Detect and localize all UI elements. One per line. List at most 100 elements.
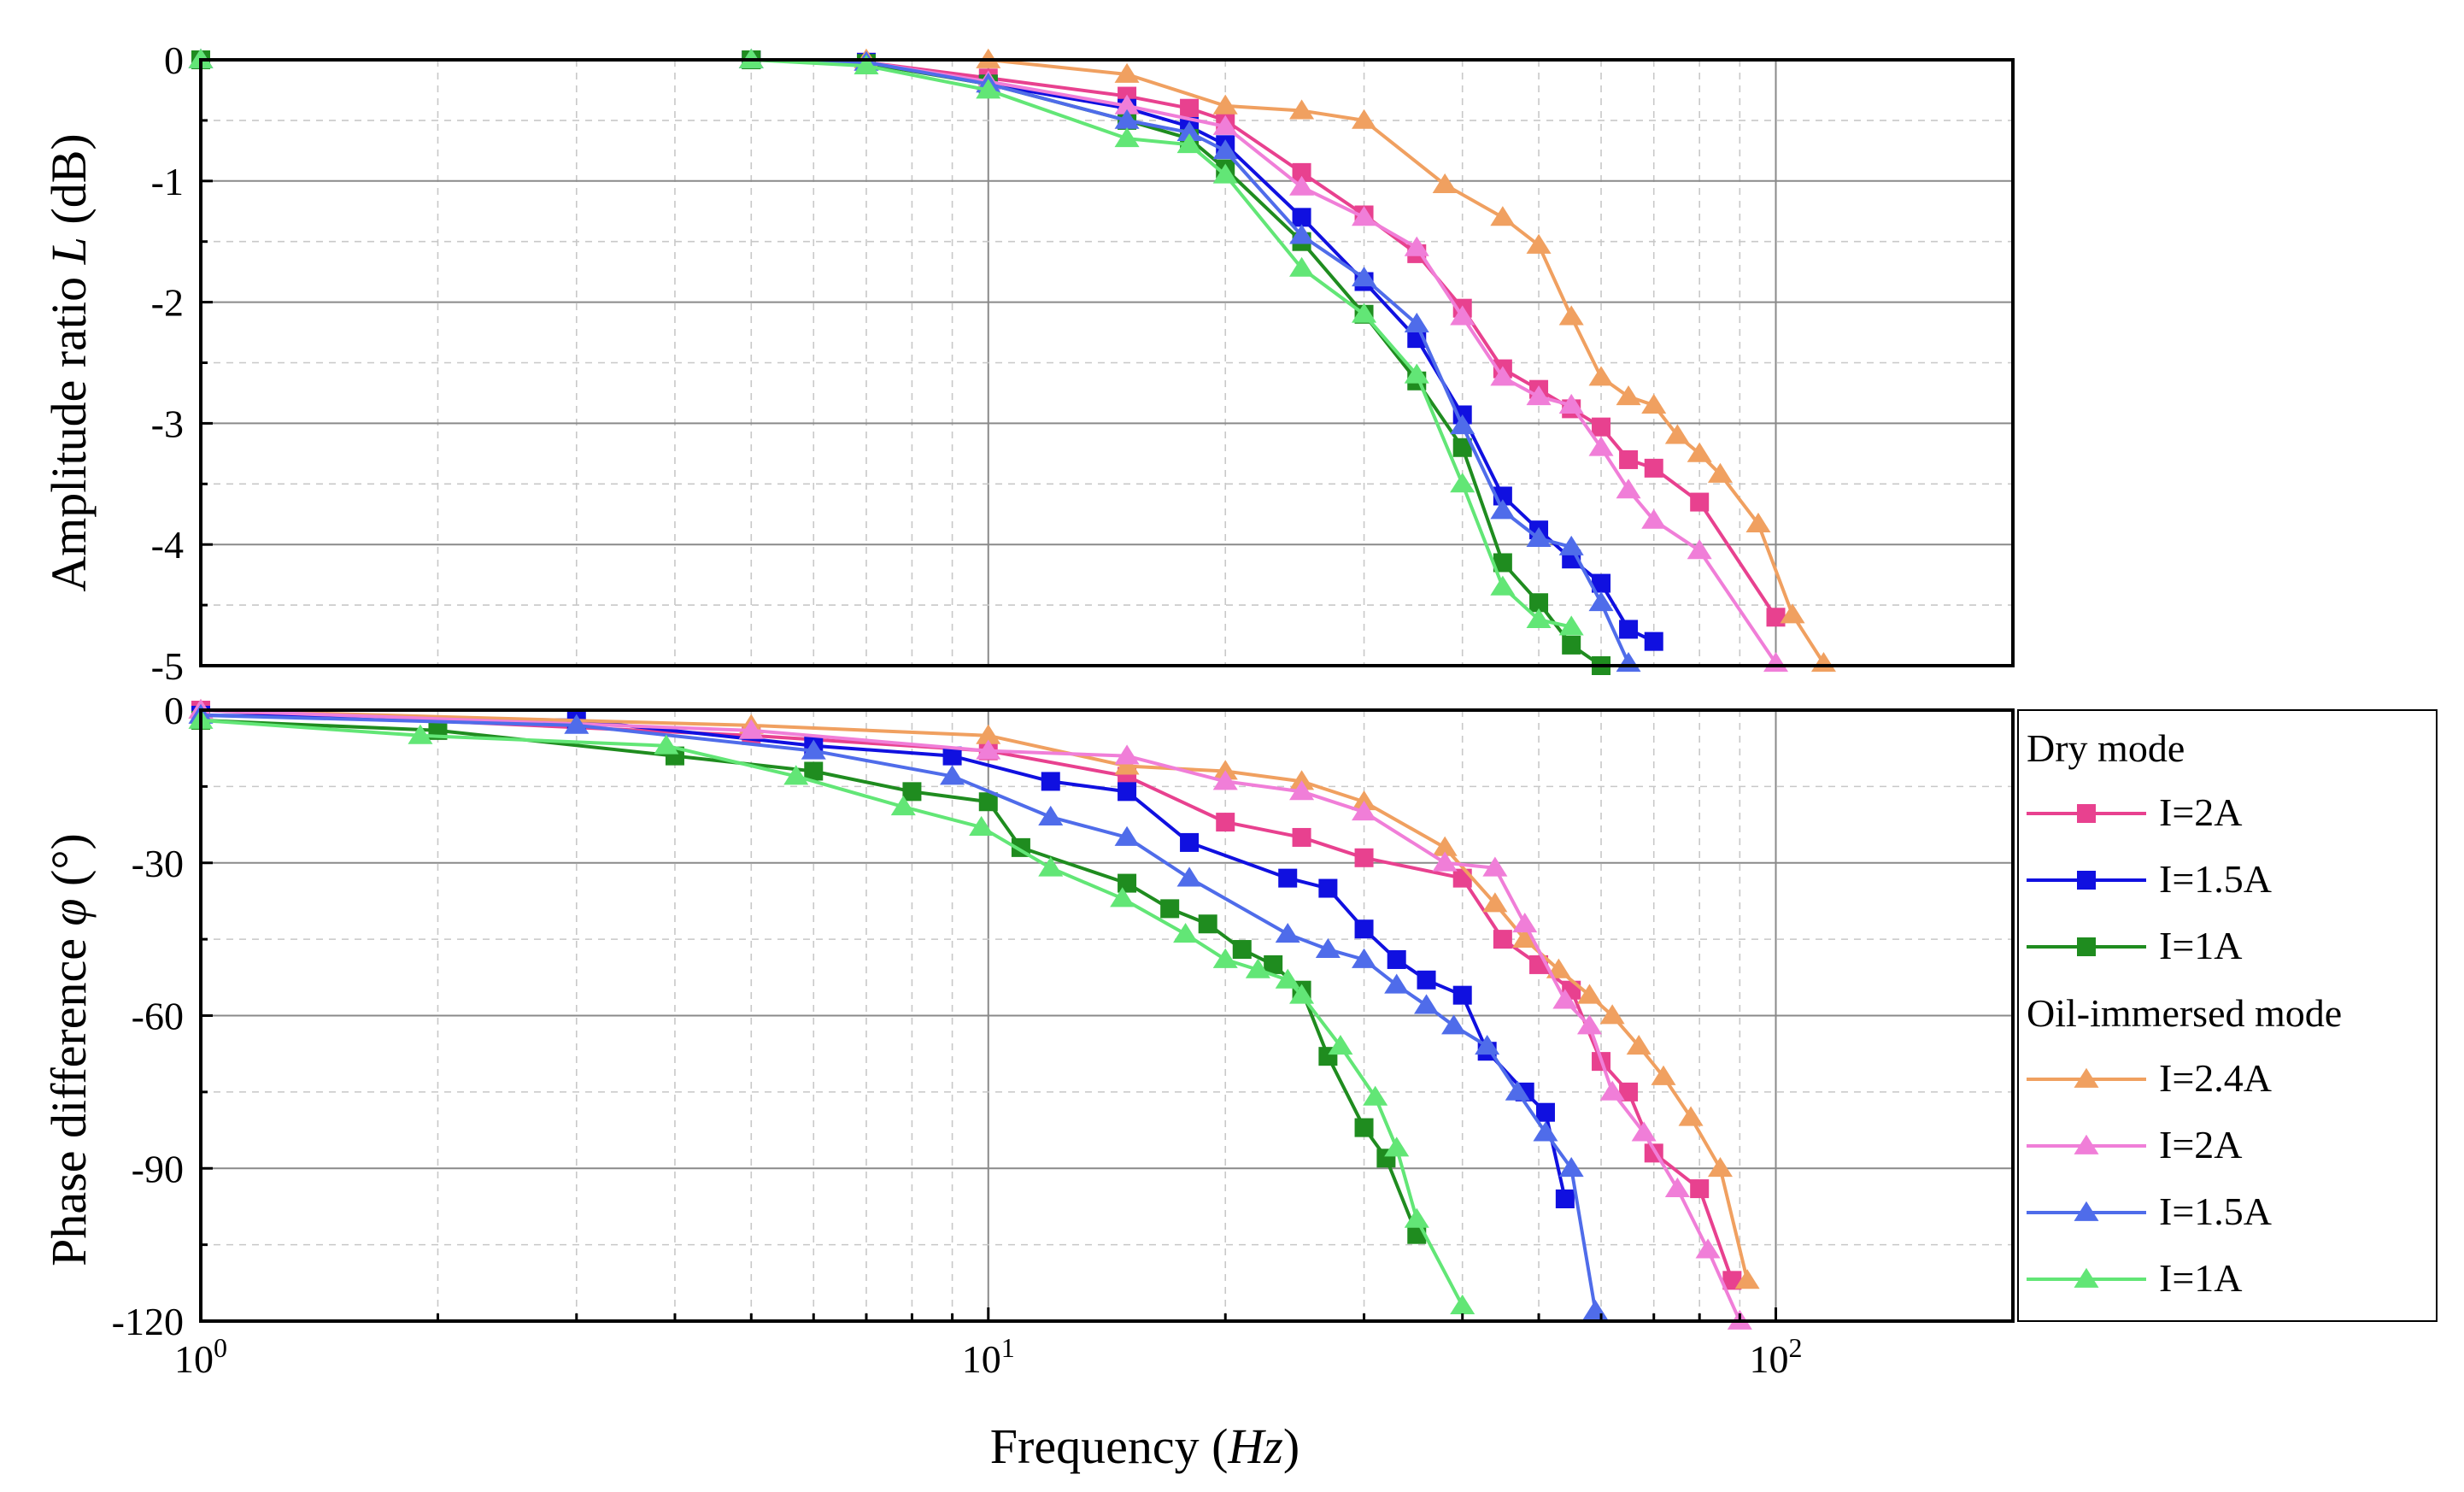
triangle-marker	[1289, 224, 1315, 244]
square-marker	[1452, 985, 1472, 1005]
square-marker	[1354, 919, 1374, 939]
phase-series-5	[188, 703, 1608, 1319]
triangle-marker	[1432, 173, 1458, 193]
triangle-marker	[1289, 175, 1315, 196]
y-tick-label: -2	[151, 281, 184, 325]
triangle-marker	[1588, 366, 1614, 386]
series-line	[201, 58, 1630, 664]
phase-series-layer	[188, 698, 1760, 1330]
triangle-marker	[1432, 836, 1458, 856]
triangle-marker	[1450, 414, 1475, 435]
series-line	[200, 718, 1419, 1236]
square-marker	[1452, 438, 1472, 457]
triangle-marker	[408, 724, 433, 744]
series-line	[201, 58, 1572, 629]
triangle-marker	[1687, 442, 1712, 462]
legend-item: I=2A	[2027, 1123, 2242, 1166]
phase-series-0	[191, 701, 1742, 1290]
triangle-marker	[1289, 780, 1315, 801]
amplitude-grid	[201, 60, 2014, 666]
triangle-marker	[1490, 206, 1516, 226]
triangle-marker	[1641, 393, 1667, 414]
triangle-marker	[1475, 1035, 1500, 1055]
y-tick-label: -90	[132, 1147, 184, 1190]
triangle-marker	[1114, 62, 1140, 83]
y-tick-label: -4	[151, 523, 184, 567]
y-tick-label: -30	[132, 842, 184, 885]
y-tick-label: -1	[151, 160, 184, 203]
triangle-marker	[1552, 989, 1578, 1009]
amplitude-series-layer	[188, 48, 1836, 675]
legend-label: I=2A	[2159, 790, 2242, 834]
series-line	[200, 718, 1464, 1307]
triangle-marker	[1404, 236, 1429, 256]
triangle-marker	[890, 796, 916, 816]
triangle-marker	[1558, 393, 1584, 414]
triangle-marker	[1512, 927, 1538, 949]
triangle-marker	[1526, 385, 1552, 406]
square-marker	[1264, 955, 1283, 974]
triangle-marker	[1212, 139, 1238, 160]
legend-items: I=2A I=1.5A I=1A I=2.4A I=2A I=1.5A I=1A	[2027, 790, 2272, 1300]
triangle-marker	[1212, 163, 1238, 184]
triangle-marker	[976, 724, 1001, 744]
phase-y-axis-title: Phase difference φ (°)	[41, 833, 97, 1266]
y-tick-label: -3	[151, 402, 184, 445]
triangle-marker	[1352, 800, 1377, 821]
triangle-marker	[1450, 473, 1475, 493]
triangle-marker	[1275, 968, 1300, 989]
square-marker	[1292, 208, 1311, 227]
triangle-marker	[654, 734, 679, 755]
square-marker	[1766, 608, 1786, 627]
triangle-marker	[1576, 984, 1602, 1004]
legend-label: I=1.5A	[2159, 1189, 2272, 1233]
phase-series-3	[188, 698, 1760, 1289]
triangle-marker	[2074, 1067, 2099, 1088]
series-line	[200, 708, 1750, 1281]
square-marker	[1690, 1179, 1710, 1199]
legend-heading-oil: Oil-immersed mode	[2027, 991, 2342, 1035]
triangle-marker	[1212, 948, 1238, 968]
x-tick-label: 102	[1750, 1332, 1803, 1381]
square-marker	[1722, 1271, 1742, 1290]
legend-heading-dry: Dry mode	[2027, 726, 2185, 770]
triangle-marker	[1450, 305, 1475, 326]
triangle-marker	[854, 54, 879, 74]
triangle-marker	[1114, 94, 1140, 115]
square-marker	[1318, 878, 1338, 898]
phase-grid	[201, 710, 2014, 1321]
triangle-marker	[1176, 120, 1202, 141]
amplitude-y-ticks: 0 -1 -2 -3 -4 -5	[151, 38, 213, 688]
amplitude-y-axis-title: Amplitude ratio L (dB)	[41, 133, 97, 591]
triangle-marker	[1558, 535, 1584, 555]
square-marker	[1118, 782, 1137, 802]
triangle-marker	[1404, 1207, 1429, 1228]
series-line	[201, 58, 1826, 665]
triangle-marker	[1114, 109, 1140, 129]
legend-item: I=1.5A	[2027, 857, 2272, 901]
legend-label: I=1.5A	[2159, 857, 2272, 901]
triangle-marker	[1363, 1085, 1388, 1106]
square-marker	[1417, 970, 1436, 990]
triangle-marker	[1616, 651, 1641, 673]
series-line	[201, 58, 1655, 643]
square-marker	[1619, 449, 1639, 469]
triangle-marker	[1526, 608, 1552, 629]
square-marker	[1041, 772, 1060, 791]
triangle-marker	[1384, 1137, 1410, 1157]
legend-label: I=2.4A	[2159, 1056, 2272, 1100]
triangle-marker	[1441, 1014, 1467, 1035]
legend: Dry mode Oil-immersed mode I=2A I=1.5A I=1…	[2017, 709, 2438, 1322]
square-marker	[1180, 98, 1200, 118]
triangle-marker	[1588, 436, 1614, 456]
triangle-marker	[2074, 1134, 2099, 1154]
phase-series-4	[188, 698, 1752, 1330]
triangle-marker	[1289, 770, 1315, 790]
triangle-marker	[1599, 1080, 1625, 1101]
triangle-marker	[1114, 755, 1140, 775]
triangle-marker	[1245, 958, 1270, 978]
triangle-marker	[1275, 922, 1300, 943]
triangle-marker	[1482, 856, 1508, 877]
triangle-marker	[1558, 305, 1584, 326]
triangle-marker	[1664, 1177, 1690, 1197]
